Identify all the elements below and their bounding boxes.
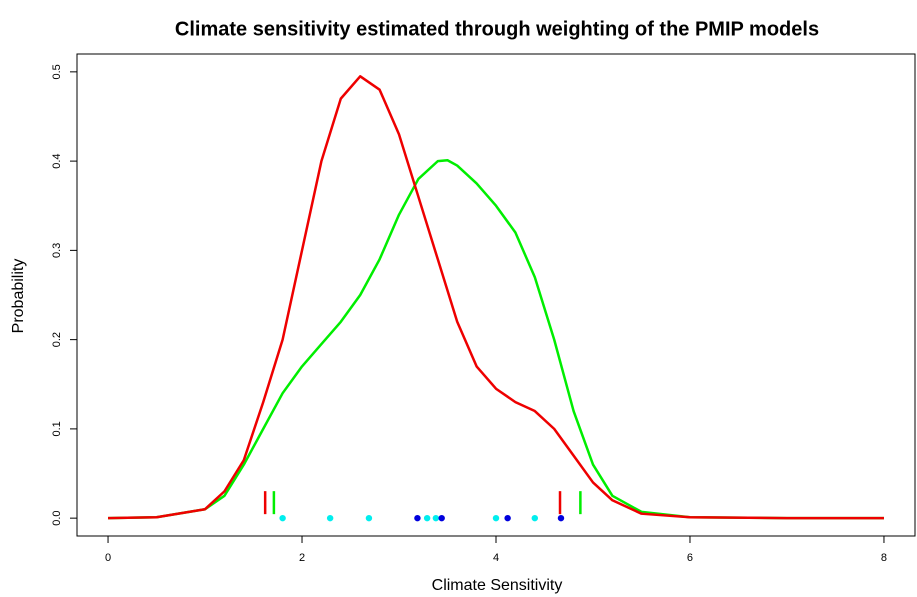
model-point [557,514,565,522]
model-point [279,514,286,522]
x-tick-label: 2 [299,552,305,564]
model-point [326,514,334,522]
x-tick-label: 4 [493,552,499,564]
model-point [504,514,511,522]
x-axis-label: Climate Sensitivity [432,577,563,594]
y-tick-label: 0.2 [51,332,63,347]
model-point [438,514,445,522]
x-tick-label: 0 [105,552,111,564]
density-line [108,158,884,520]
x-tick-label: 6 [687,552,693,564]
model-point [432,514,440,522]
model-point [492,514,500,522]
model-point [414,514,421,522]
model-point [531,514,538,522]
y-tick-label: 0.5 [51,64,63,79]
density-line [108,75,884,520]
y-axis-label: Probability [10,259,27,334]
model-point [365,514,373,522]
y-tick-label: 0.3 [51,243,63,258]
plot-frame [76,53,916,537]
y-tick-label: 0.4 [51,153,63,168]
y-tick-label: 0.0 [51,510,63,525]
model-point [423,514,431,522]
chart-title: Climate sensitivity estimated through we… [175,18,819,40]
x-tick-label: 8 [881,552,887,564]
y-tick-label: 0.1 [51,421,63,436]
